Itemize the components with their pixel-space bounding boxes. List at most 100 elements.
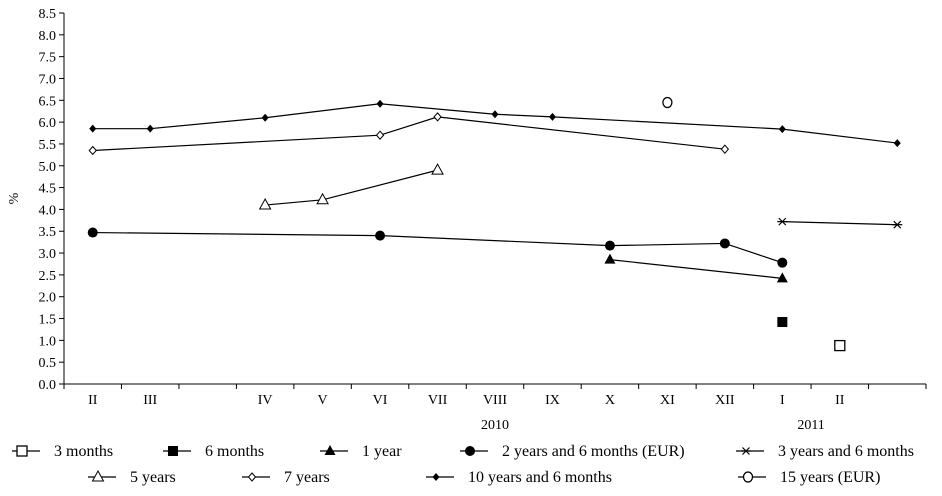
series-line-1-year [609, 259, 783, 279]
legend-marker [465, 446, 475, 456]
legend-item-3-years-and-6-months: 3 years and 6 months [736, 443, 914, 460]
data-point-10-years-and-6-months [89, 124, 97, 133]
y-tick-label: 3.5 [39, 225, 57, 240]
legend-label: 3 years and 6 months [778, 443, 914, 460]
legend-label: 6 months [205, 443, 264, 460]
x-tick-label: I [780, 393, 785, 408]
legend-label: 15 years (EUR) [780, 469, 880, 486]
legend-item-6-months: 6 months [163, 443, 264, 460]
data-point-10-years-and-6-months [491, 110, 499, 119]
data-point-10-years-and-6-months [548, 112, 556, 121]
y-tick-label: 3.0 [39, 247, 57, 262]
y-tick-label: 4.5 [39, 182, 57, 197]
data-point-2-years-and-6-months-eur [375, 230, 386, 241]
legend-label: 5 years [130, 469, 176, 486]
y-tick-label: 8.5 [39, 7, 57, 22]
legend-item-7-years: 7 years [242, 469, 330, 486]
data-point-15-years-eur [662, 96, 673, 109]
y-tick-label: 0.5 [39, 356, 57, 371]
data-point-10-years-and-6-months [893, 139, 901, 148]
data-point-2-years-and-6-months-eur [719, 238, 730, 249]
y-tick-label: 8.0 [39, 29, 57, 44]
data-point-3-months [834, 339, 846, 352]
y-tick-label: 4.0 [39, 203, 57, 218]
legend-marker [16, 445, 28, 457]
y-tick-label: 1.0 [39, 334, 57, 349]
x-tick-label: X [605, 393, 615, 408]
data-point-5-years [316, 192, 329, 205]
data-point-3-years-and-6-months [892, 220, 903, 229]
data-point-7-years [433, 112, 442, 122]
x-tick-label: II [88, 393, 98, 408]
data-point-2-years-and-6-months-eur [777, 257, 788, 268]
legend-marker [741, 447, 751, 455]
data-point-6-months [777, 317, 788, 328]
y-tick-label: 2.5 [39, 269, 57, 284]
y-axis-title: % [7, 192, 22, 204]
data-point-3-years-and-6-months [777, 217, 788, 226]
data-point-7-years [88, 145, 97, 156]
legend-item-2-years-and-6-months-eur: 2 years and 6 months (EUR) [460, 443, 685, 460]
x-tick-label: VII [428, 393, 448, 408]
x-tick-label: IX [545, 393, 560, 408]
data-point-7-years [720, 144, 730, 154]
legend-label: 3 months [54, 443, 113, 460]
legend-item-15-years-eur: 15 years (EUR) [738, 469, 880, 486]
y-tick-labels: 0.0 0.5 1.0 1.5 2.0 2.5 3.0 3.5 4.0 4.5 5.0 5.5 6.0 6… [39, 7, 57, 393]
legend-item-10-years-and-6-months: 10 years and 6 months [426, 469, 612, 486]
y-tick-label: 1.5 [39, 313, 57, 328]
legend-item-3-months: 3 months [12, 443, 113, 460]
legend-label: 7 years [284, 469, 330, 486]
data-point-7-years [375, 130, 385, 140]
x-tick-label: VI [373, 393, 388, 408]
year-label: 2011 [797, 418, 824, 433]
data-point-2-years-and-6-months-eur [604, 240, 615, 251]
x-tick-label: XI [660, 393, 675, 408]
legend-marker [247, 472, 257, 482]
data-point-10-years-and-6-months [261, 113, 269, 122]
x-tick-label: IV [258, 393, 273, 408]
data-point-5-years [258, 198, 272, 210]
legend-marker [742, 471, 754, 483]
y-tick-label: 2.0 [39, 291, 57, 306]
series-line-2-years-and-6-months-eur [92, 231, 783, 264]
year-labels: 2010 2011 [481, 418, 825, 433]
data-point-2-years-and-6-months-eur [87, 227, 98, 238]
x-tick-label: II [835, 393, 845, 408]
data-point-1-year [776, 272, 788, 283]
data-point-1-year [604, 253, 616, 264]
y-tick-label: 0.0 [39, 378, 57, 393]
data-point-10-years-and-6-months [146, 124, 154, 133]
series-line-5-years [265, 169, 438, 206]
x-tick-label: III [143, 393, 157, 408]
y-tick-label: 6.5 [39, 94, 57, 109]
legend-marker [324, 445, 336, 455]
series-line-7-years [92, 116, 725, 152]
axes [59, 12, 927, 389]
x-tick-labels: II III IV V VI VII VIII IX X XI XII I II [88, 393, 845, 408]
legend-marker [91, 469, 105, 482]
x-tick-label: V [318, 393, 328, 408]
data-point-10-years-and-6-months [376, 99, 384, 108]
legend-item-1-year: 1 year [320, 443, 402, 460]
data-point-5-years [431, 163, 444, 175]
series-markers [87, 96, 903, 352]
legend-label: 10 years and 6 months [468, 469, 612, 486]
series-line-3-years-and-6-months [782, 221, 898, 226]
x-tick-label: XII [715, 393, 735, 408]
legend-marker [168, 446, 178, 456]
y-tick-label: 7.0 [39, 72, 57, 87]
legend-label: 2 years and 6 months (EUR) [502, 443, 685, 460]
y-tick-label: 6.0 [39, 116, 57, 131]
series-lines [92, 103, 898, 279]
y-tick-label: 5.5 [39, 138, 57, 153]
legend-item-5-years: 5 years [88, 469, 176, 486]
x-tick-label: VIII [483, 393, 507, 408]
legend: 3 months 6 months 1 year 2 years and 6 mont… [12, 443, 914, 486]
legend-marker [432, 473, 440, 481]
legend-label: 1 year [362, 443, 402, 460]
y-tick-label: 7.5 [39, 51, 57, 66]
data-point-10-years-and-6-months [778, 125, 786, 134]
